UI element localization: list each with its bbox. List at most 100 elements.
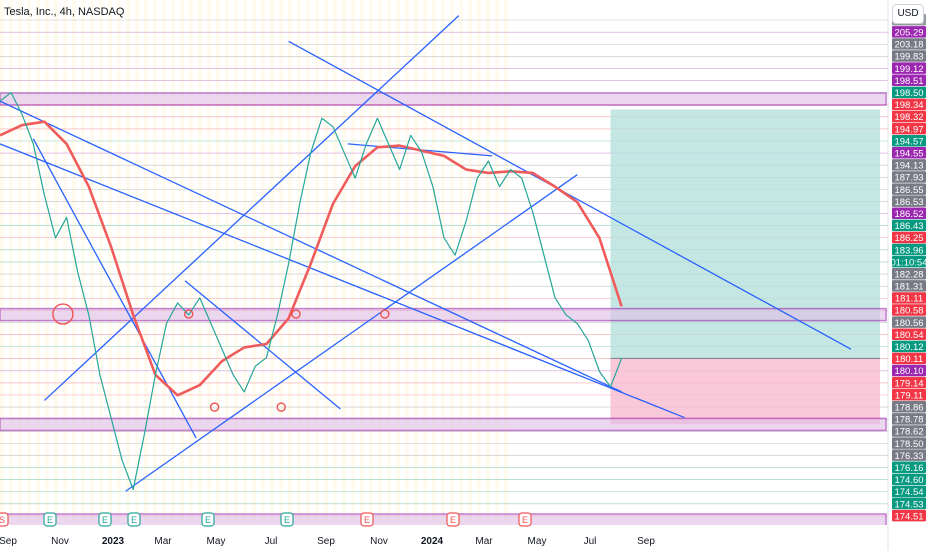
currency-button[interactable]: USD	[892, 4, 924, 24]
price-label-box	[892, 243, 926, 256]
x-tick-label: Mar	[154, 536, 172, 547]
price-label: 186.52	[894, 209, 923, 220]
session-stripe	[369, 0, 373, 525]
price-label-box	[892, 352, 926, 365]
x-tick-label: Nov	[51, 536, 69, 547]
session-stripe	[288, 0, 292, 525]
session-stripe	[45, 0, 49, 525]
session-stripe	[423, 0, 427, 525]
session-stripe	[378, 0, 382, 525]
session-stripe	[297, 0, 301, 525]
event-marker: E	[201, 512, 215, 527]
session-stripe	[9, 0, 13, 525]
trendline	[0, 143, 685, 419]
price-scale[interactable]: 203.51205.29203.18199.83199.12198.51198.…	[887, 0, 928, 550]
price-label: 183.96	[894, 245, 923, 256]
price-label: 179.11	[895, 390, 923, 401]
price-label: 203.18	[894, 40, 923, 51]
session-stripe	[333, 0, 337, 525]
circle-markers	[52, 303, 390, 412]
x-tick-label: 2024	[421, 536, 444, 547]
event-label: E	[522, 515, 528, 525]
price-label-box	[892, 376, 926, 389]
price-label-box	[892, 62, 926, 74]
moving-average	[0, 120, 623, 397]
price-label-box	[892, 147, 926, 159]
long-position[interactable]	[610, 109, 881, 425]
price-label: 194.13	[894, 161, 923, 172]
session-stripe	[225, 0, 229, 525]
price-label-box	[892, 328, 926, 340]
trendline	[43, 15, 460, 401]
price-label: 179.14	[894, 378, 923, 389]
session-stripe	[252, 0, 256, 525]
price-label-box	[892, 449, 926, 461]
event-label: E	[47, 515, 53, 525]
price-label: 194.55	[894, 148, 923, 159]
price-label: 199.83	[894, 52, 923, 63]
event-label: E	[284, 515, 290, 525]
price-label-box	[892, 437, 926, 449]
session-backgrounds	[0, 0, 508, 525]
event-marker: E	[43, 512, 57, 527]
event-label: S	[0, 515, 5, 525]
price-label: 198.50	[894, 88, 923, 99]
price-label-box	[892, 461, 926, 474]
session-stripe	[18, 0, 22, 525]
session-stripe	[144, 0, 148, 525]
session-stripe	[135, 0, 139, 525]
price-label: 176.33	[894, 451, 923, 462]
price-label: 198.34	[894, 100, 923, 111]
session-stripe	[153, 0, 157, 525]
price-label-box	[892, 26, 926, 38]
circle-marker	[52, 303, 74, 325]
event-marker: E	[518, 512, 532, 527]
session-stripe	[486, 0, 490, 525]
price-label: 186.55	[894, 185, 923, 196]
trendline	[125, 174, 578, 492]
price-label-box	[892, 280, 926, 292]
price-label: 174.51	[894, 511, 923, 522]
price-label: 194.97	[894, 124, 923, 135]
price-label: 176.16	[894, 463, 923, 474]
zone-band	[0, 417, 887, 432]
zone-band	[0, 513, 887, 525]
x-tick-label: 2023	[102, 536, 125, 547]
price-label: 180.54	[894, 330, 923, 341]
price-line-series	[0, 91, 623, 490]
session-stripe	[504, 0, 508, 525]
price-label-box	[892, 413, 926, 425]
x-tick-label: May	[207, 536, 226, 547]
session-stripe	[414, 0, 418, 525]
price-label: 186.25	[894, 233, 923, 244]
price-label: 01:10:54	[891, 257, 928, 268]
event-marker: E	[446, 512, 460, 527]
price-label: 198.51	[894, 76, 923, 87]
session-stripe	[72, 0, 76, 525]
price-label: 178.62	[894, 427, 923, 438]
x-tick-label: Sep	[317, 536, 335, 547]
price-label-box	[892, 219, 926, 232]
price-label: 187.93	[894, 173, 923, 184]
session-stripe	[324, 0, 328, 525]
event-label: E	[131, 515, 137, 525]
price-label-box	[892, 425, 926, 437]
price-label-box	[892, 401, 926, 413]
session-stripe	[405, 0, 409, 525]
price-label: 174.53	[894, 499, 923, 510]
session-stripe	[396, 0, 400, 525]
price-label: 178.78	[894, 415, 923, 426]
event-marker: E	[98, 512, 112, 527]
price-label-box	[892, 110, 926, 123]
session-stripe	[315, 0, 319, 525]
price-label-box	[892, 86, 926, 99]
price-label: 198.32	[894, 112, 923, 123]
chart-title: Tesla, Inc., 4h, NASDAQ	[4, 6, 125, 18]
price-label-box	[892, 485, 926, 498]
price-label-box	[892, 195, 926, 207]
ma-line	[0, 120, 623, 397]
price-label: 178.86	[894, 402, 923, 413]
